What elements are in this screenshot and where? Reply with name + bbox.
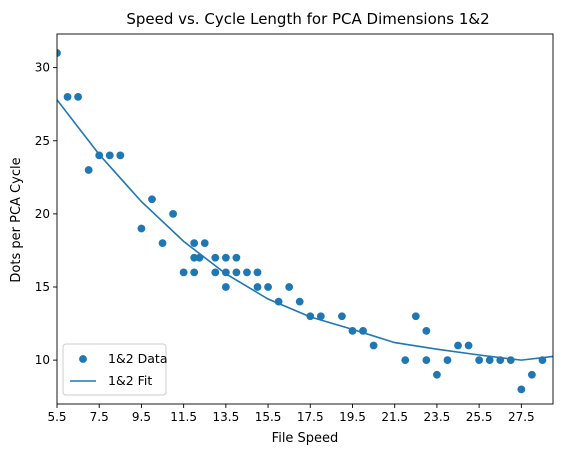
- legend-label-data: 1&2 Data: [108, 351, 167, 366]
- plot-frame: [56, 33, 554, 405]
- x-tick-label: 5.5: [47, 410, 66, 424]
- x-tick-label: 23.5: [424, 410, 451, 424]
- data-point: [359, 326, 367, 335]
- data-point: [63, 92, 72, 101]
- data-point: [443, 356, 452, 365]
- x-axis-label: File Speed: [272, 431, 339, 446]
- data-point: [485, 356, 494, 365]
- data-point: [84, 166, 93, 174]
- y-tick-label: 30: [35, 61, 50, 75]
- data-point: [316, 312, 325, 321]
- legend: 1&2 Data 1&2 Fit: [62, 343, 167, 396]
- data-point: [422, 326, 431, 335]
- x-tick-label: 19.5: [339, 410, 366, 424]
- data-point: [285, 283, 294, 291]
- data-point: [179, 268, 188, 277]
- data-point: [264, 283, 272, 291]
- y-tick-label: 20: [35, 207, 50, 221]
- x-tick-label: 13.5: [212, 410, 239, 424]
- data-point: [57, 49, 61, 57]
- data-point: [200, 239, 209, 248]
- chart-title: Speed vs. Cycle Length for PCA Dimension…: [126, 10, 489, 28]
- data-point: [464, 341, 473, 350]
- data-point: [195, 253, 204, 262]
- data-point: [274, 297, 283, 306]
- data-point: [538, 356, 547, 365]
- data-point: [243, 268, 251, 277]
- x-tick-label: 9.5: [132, 410, 151, 424]
- data-point: [338, 312, 346, 321]
- x-tick-label: 7.5: [90, 410, 109, 424]
- y-tick-label: 25: [35, 134, 50, 148]
- x-axis: 5.5 7.5 9.5 11.5 13.5 15.5 17.5 19.5 21.5 23.5 25.…: [47, 404, 535, 424]
- data-point: [74, 92, 83, 101]
- data-point: [253, 268, 262, 277]
- x-tick-label: 11.5: [170, 410, 197, 424]
- x-tick-label: 21.5: [381, 410, 408, 424]
- y-tick-label: 15: [35, 280, 50, 294]
- x-tick-label: 25.5: [466, 410, 493, 424]
- data-point: [506, 356, 515, 365]
- data-point: [232, 268, 241, 277]
- y-axis-label: Dots per PCA Cycle: [9, 157, 24, 282]
- legend-box: [62, 343, 167, 396]
- data-point: [148, 195, 156, 204]
- x-tick-label: 17.5: [297, 410, 324, 424]
- data-point: [306, 312, 315, 321]
- data-point: [401, 356, 410, 365]
- data-point: [411, 312, 420, 321]
- x-tick-label: 27.5: [508, 410, 535, 424]
- data-point: [105, 151, 114, 160]
- data-point: [190, 239, 199, 248]
- data-point: [158, 239, 167, 248]
- data-point: [496, 356, 505, 365]
- data-point: [190, 268, 199, 277]
- data-point: [116, 151, 125, 160]
- data-point: [253, 283, 262, 291]
- y-tick-label: 10: [35, 353, 50, 367]
- data-point: [221, 268, 230, 277]
- data-point: [221, 283, 230, 291]
- x-tick-label: 15.5: [255, 410, 282, 424]
- data-point: [232, 253, 241, 262]
- plot-area: [57, 49, 553, 394]
- legend-label-fit: 1&2 Fit: [108, 373, 152, 388]
- data-point: [454, 341, 462, 350]
- y-axis: 10 15 20 25 30: [35, 61, 57, 367]
- data-point: [95, 151, 104, 160]
- data-point: [211, 268, 220, 277]
- data-point: [137, 224, 146, 233]
- data-point: [527, 370, 536, 379]
- data-point: [433, 370, 441, 379]
- data-point: [369, 341, 378, 350]
- data-point: [348, 326, 357, 335]
- data-point: [295, 297, 304, 306]
- data-point: [517, 385, 526, 394]
- data-point: [221, 253, 230, 262]
- legend-marker-data: [79, 355, 87, 363]
- data-point: [422, 356, 431, 365]
- data-point: [211, 253, 220, 262]
- data-point: [169, 209, 177, 218]
- data-point: [475, 356, 484, 365]
